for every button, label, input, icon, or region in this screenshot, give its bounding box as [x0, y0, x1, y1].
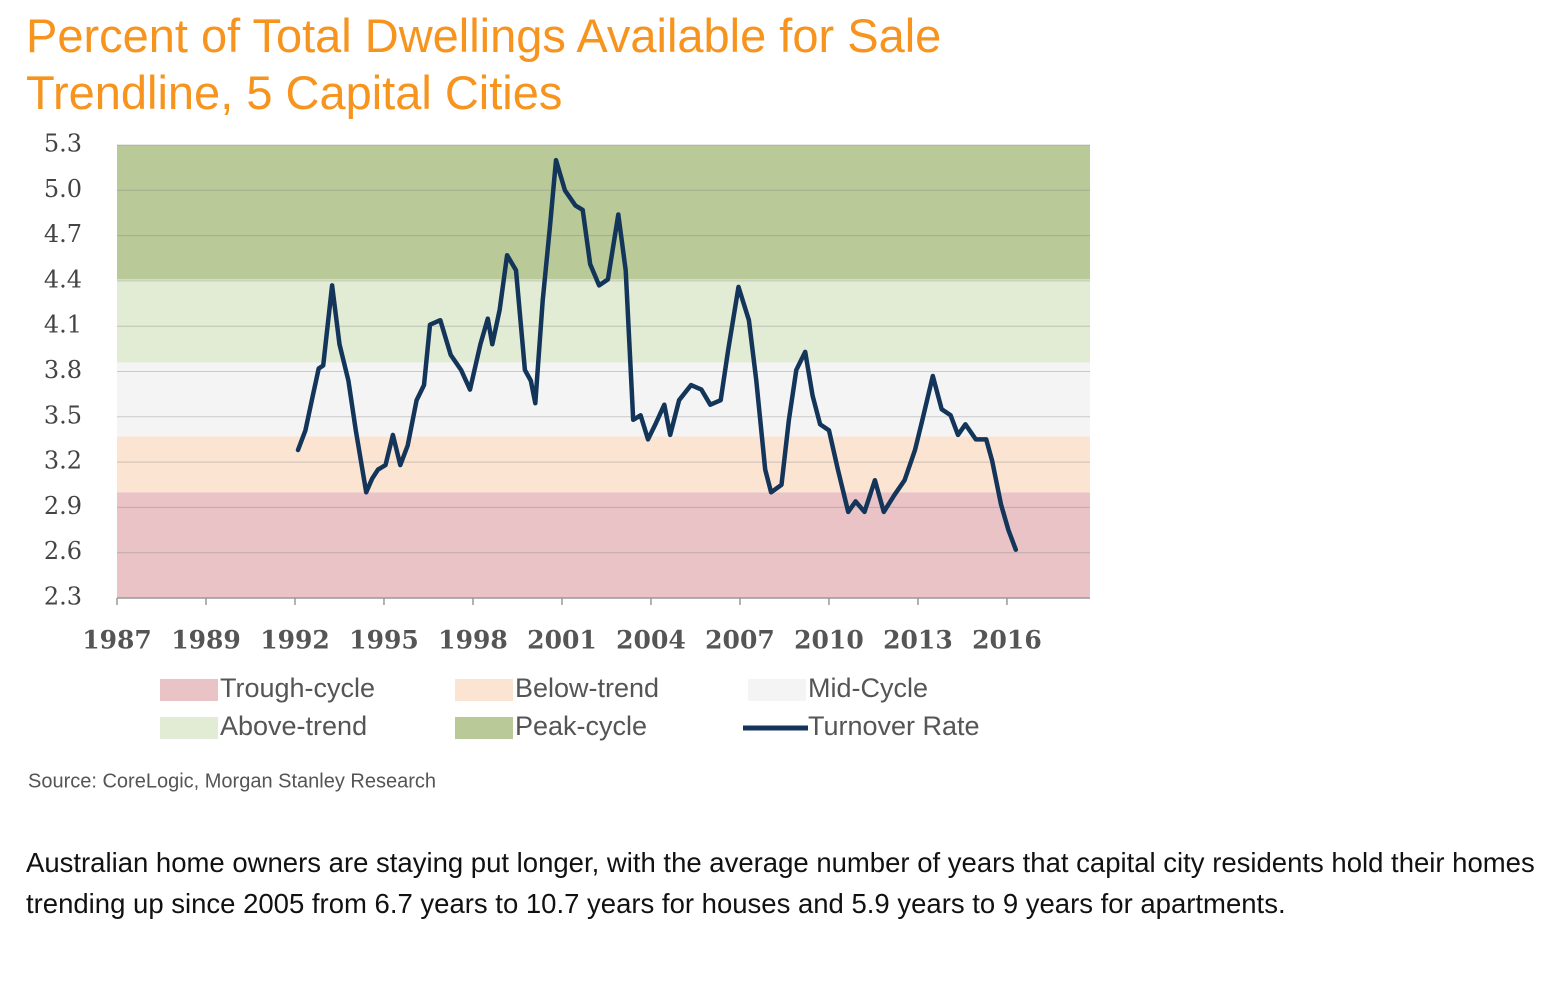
- x-tick-label: 2010: [794, 626, 864, 655]
- legend-swatch: [748, 679, 806, 701]
- legend-swatch: [455, 717, 513, 739]
- x-tick-label: 1995: [349, 626, 419, 655]
- band: [117, 436, 1090, 493]
- x-tick-label: 1989: [171, 626, 241, 655]
- y-tick-label: 5.0: [44, 175, 82, 203]
- y-tick-label: 3.5: [44, 401, 82, 429]
- legend-label: Trough-cycle: [220, 673, 375, 703]
- legend-label: Below-trend: [515, 673, 659, 703]
- legend-swatch: [455, 679, 513, 701]
- x-tick-label: 2001: [527, 626, 597, 655]
- band: [117, 362, 1090, 437]
- x-tick-label: 1998: [438, 626, 508, 655]
- legend-label: Peak-cycle: [515, 711, 647, 741]
- legend-label: Turnover Rate: [808, 711, 980, 741]
- legend-swatch: [160, 679, 218, 701]
- x-tick-label: 1992: [260, 626, 330, 655]
- x-tick-label: 2007: [705, 626, 775, 655]
- x-tick-label: 1987: [82, 626, 152, 655]
- y-tick-label: 3.2: [44, 447, 82, 475]
- y-tick-label: 5.3: [44, 130, 82, 158]
- x-tick-label: 2004: [616, 626, 686, 655]
- band: [117, 492, 1090, 598]
- title-line: Trendline, 5 Capital Cities: [26, 66, 563, 119]
- source: Source: CoreLogic, Morgan Stanley Resear…: [28, 770, 436, 792]
- x-tick-label: 2013: [883, 626, 953, 655]
- line: [295, 157, 1019, 552]
- y-tick-label: 4.1: [44, 311, 82, 339]
- legend-swatch: [160, 717, 218, 739]
- x-tick-label: 2016: [972, 626, 1042, 655]
- y-tick-label: 3.8: [44, 356, 82, 384]
- y-tick-label: 2.3: [44, 583, 82, 611]
- y-tick-label: 4.7: [44, 220, 82, 248]
- chart: 2.3 2.6 2.9 3.2 3.5 3.8 4.1 4.4 4.7 5.0 5.3 1987 198…: [28, 130, 1090, 792]
- legend-label: Above-trend: [220, 711, 367, 741]
- band: [117, 145, 1090, 280]
- y-tick-label: 2.9: [44, 492, 82, 520]
- title-line: Percent of Total Dwellings Available for…: [26, 9, 942, 62]
- y-tick-label: 2.6: [44, 537, 82, 565]
- band: [117, 279, 1090, 363]
- paragraph: Australian home owners are staying put l…: [26, 847, 1535, 919]
- y-tick-label: 4.4: [44, 265, 82, 293]
- legend-label: Mid-Cycle: [808, 673, 928, 703]
